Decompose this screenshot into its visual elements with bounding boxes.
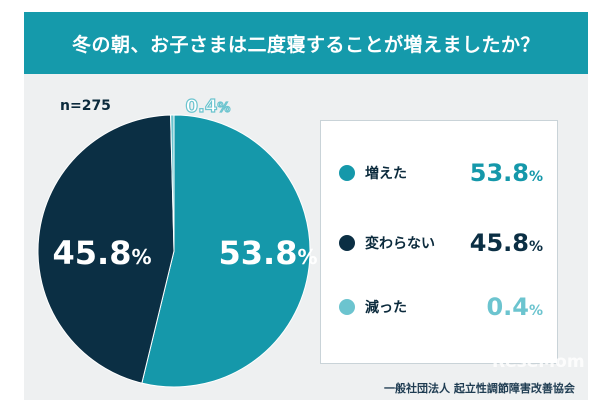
pie-slice-increased [141,114,311,388]
legend-label-decreased: 減った [365,300,407,316]
legend-swatch-unchanged [339,235,355,251]
legend-swatch-increased [339,165,355,181]
legend-item-decreased: 減った 0.4% [321,287,557,327]
pie-chart: 53.8% 45.8% 0.4% [37,95,318,388]
pie-slice-unchanged [37,114,175,384]
legend-label-unchanged: 変わらない [365,236,435,252]
pie-slice-decreased [170,114,175,252]
watermark-logo: ReseMom [492,352,585,372]
legend-item-unchanged: 変わらない 45.8% [321,223,557,263]
legend-value-decreased: 0.4% [486,293,543,321]
chart-title: 冬の朝、お子さまは二度寝することが増えましたか？ [24,12,588,74]
legend-swatch-decreased [339,299,355,315]
legend-label-increased: 増えた [365,166,407,182]
legend-value-unchanged: 45.8% [469,229,543,257]
legend: 増えた 53.8% 変わらない 45.8% 減った 0.4% [320,120,558,364]
legend-value-increased: 53.8% [469,159,543,187]
slice-label-decreased: 0.4% [186,96,231,117]
sample-size-label: n=275 [60,98,111,114]
slice-label-increased: 53.8% [219,234,318,272]
slice-label-unchanged: 45.8% [53,234,152,272]
footer-org: 一般社団法人 起立性調節障害改善協会 [384,382,575,395]
chart-frame: 冬の朝、お子さまは二度寝することが増えましたか？ n=275 53.8% 45.8… [24,12,588,400]
legend-item-increased: 増えた 53.8% [321,153,557,193]
